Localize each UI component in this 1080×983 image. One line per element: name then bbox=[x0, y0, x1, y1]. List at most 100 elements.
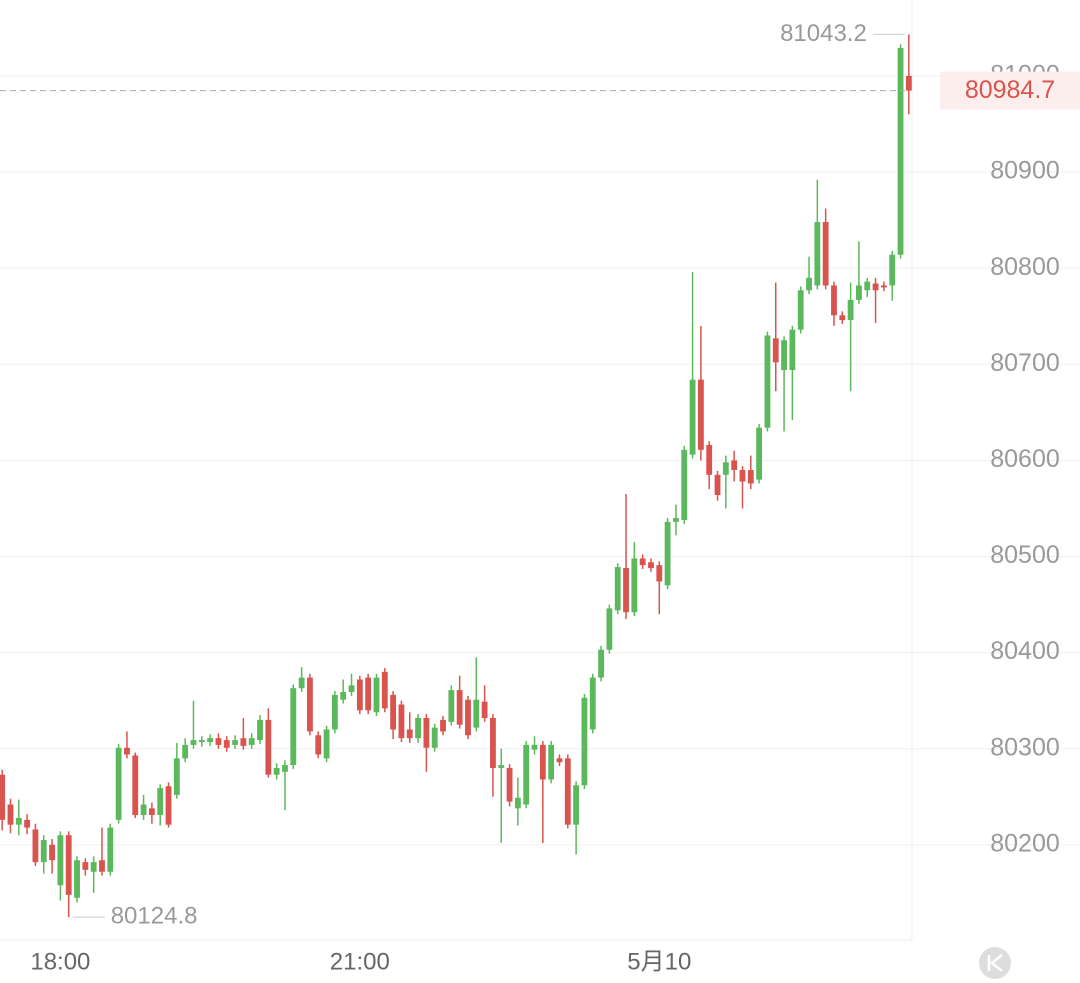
candle-body bbox=[889, 254, 896, 286]
candle-body bbox=[381, 671, 388, 709]
candle-body bbox=[348, 685, 355, 693]
candle-body bbox=[880, 285, 887, 288]
candle-body bbox=[182, 744, 189, 759]
min-label: 80124.8 bbox=[111, 902, 198, 929]
candle-body bbox=[99, 860, 105, 872]
candle-body bbox=[415, 717, 421, 739]
candle-body bbox=[423, 717, 430, 748]
candle-body bbox=[331, 694, 338, 730]
candle-body bbox=[74, 860, 80, 898]
max-label: 81043.2 bbox=[780, 20, 867, 47]
candle-body bbox=[215, 738, 222, 745]
candle-body bbox=[365, 677, 372, 711]
y-tick-label: 80200 bbox=[990, 829, 1060, 857]
candle-body bbox=[689, 379, 696, 455]
kline-button-icon[interactable] bbox=[987, 954, 1003, 972]
candle-body bbox=[814, 222, 821, 286]
candle-body bbox=[731, 460, 738, 470]
candle-body bbox=[32, 829, 39, 863]
x-tick-label: 21:00 bbox=[330, 948, 390, 975]
candle-body bbox=[240, 738, 247, 746]
candle-body bbox=[548, 744, 555, 780]
x-tick-label: 18:00 bbox=[30, 948, 90, 975]
candle-body bbox=[581, 697, 588, 786]
candle-body bbox=[107, 827, 114, 872]
candle-body bbox=[40, 840, 47, 863]
candle-body bbox=[681, 449, 688, 520]
kline-button[interactable] bbox=[979, 947, 1011, 979]
candle-body bbox=[406, 729, 413, 739]
candle-body bbox=[722, 462, 729, 475]
candle-body bbox=[198, 740, 205, 743]
candle-body bbox=[606, 608, 613, 650]
candle-body bbox=[564, 758, 571, 825]
y-tick-label: 80800 bbox=[990, 253, 1060, 281]
candle-body bbox=[697, 379, 704, 450]
candle-body bbox=[490, 717, 496, 768]
candle-body bbox=[498, 765, 505, 768]
candle-body bbox=[631, 558, 638, 613]
candle-body bbox=[764, 335, 771, 428]
candle-body bbox=[115, 747, 122, 820]
candle-body bbox=[173, 758, 180, 795]
candle-body bbox=[856, 285, 862, 300]
candle-body bbox=[539, 744, 546, 780]
candle-body bbox=[140, 804, 147, 816]
candle-body bbox=[298, 677, 305, 689]
candle-body bbox=[623, 568, 629, 613]
candle-body bbox=[714, 474, 721, 495]
candle-body bbox=[373, 677, 380, 713]
candle-body bbox=[872, 283, 879, 291]
candle-body bbox=[664, 521, 671, 586]
candle-body bbox=[864, 281, 871, 291]
candle-body bbox=[307, 677, 313, 732]
candle-body bbox=[90, 862, 97, 872]
candle-body bbox=[706, 445, 713, 475]
candle-body bbox=[15, 817, 22, 825]
x-tick-label: 5月10 bbox=[627, 948, 691, 975]
candle-body bbox=[673, 518, 679, 522]
candle-body bbox=[531, 744, 538, 750]
candle-body bbox=[124, 747, 130, 755]
candle-body bbox=[514, 797, 521, 809]
candle-body bbox=[739, 470, 746, 482]
candle-body bbox=[831, 285, 837, 316]
candle-body bbox=[756, 427, 763, 480]
candle-body bbox=[556, 758, 563, 763]
candle-body bbox=[49, 844, 55, 861]
candle-body bbox=[523, 744, 530, 805]
candle-body bbox=[232, 740, 238, 745]
candle-body bbox=[57, 835, 64, 886]
candle-body bbox=[481, 701, 488, 718]
candle-body bbox=[265, 719, 272, 775]
candle-body bbox=[207, 738, 214, 743]
candle-body bbox=[340, 692, 347, 700]
candle-body bbox=[847, 299, 854, 321]
candle-body bbox=[282, 765, 288, 772]
last-price-box bbox=[940, 71, 1080, 110]
candle-body bbox=[148, 808, 155, 816]
candle-body bbox=[398, 704, 405, 739]
candle-body bbox=[473, 699, 480, 728]
candle-body bbox=[248, 738, 255, 745]
candle-body bbox=[639, 558, 646, 566]
candle-body bbox=[165, 786, 172, 825]
candle-body bbox=[806, 277, 812, 291]
candle-body bbox=[772, 338, 779, 363]
kline-button-bg[interactable] bbox=[979, 947, 1011, 979]
candle-body bbox=[223, 740, 230, 748]
candle-body bbox=[905, 75, 912, 91]
candle-body bbox=[190, 740, 197, 745]
candle-body bbox=[789, 329, 796, 371]
candle-body bbox=[839, 315, 846, 321]
candle-body bbox=[82, 862, 89, 870]
candle-body bbox=[0, 774, 6, 820]
candle-body bbox=[431, 727, 438, 748]
y-tick-label: 80700 bbox=[990, 349, 1060, 377]
last-price-label: 80984.7 bbox=[965, 76, 1055, 104]
candle-body bbox=[797, 290, 804, 330]
candle-body bbox=[448, 690, 455, 722]
y-tick-label: 80300 bbox=[990, 733, 1060, 761]
